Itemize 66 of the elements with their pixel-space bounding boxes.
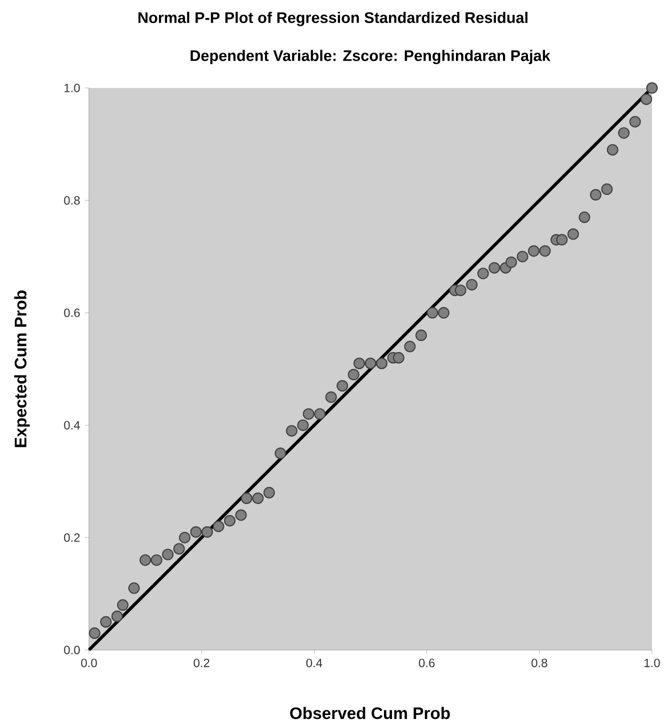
point — [286, 425, 298, 437]
point — [567, 228, 579, 240]
y-tick-label: 0.4 — [64, 420, 80, 430]
point — [178, 532, 190, 544]
x-tick-label: 0.4 — [306, 658, 322, 668]
y-tick-label: 0.0 — [64, 646, 80, 654]
point — [252, 492, 264, 504]
point — [528, 245, 540, 257]
point — [173, 543, 185, 555]
y-axis-title: Expected Cum Prob — [14, 290, 30, 448]
point — [629, 116, 641, 128]
point — [454, 284, 466, 296]
point — [314, 408, 326, 420]
point — [297, 419, 309, 431]
point — [128, 582, 140, 594]
point — [117, 599, 129, 611]
x-tick-label: 0.8 — [532, 658, 548, 668]
x-axis-title: Observed Cum Prob — [290, 706, 450, 720]
point — [364, 358, 376, 370]
point — [415, 330, 427, 342]
point — [201, 526, 213, 538]
point — [601, 183, 613, 195]
y-tick-label: 0.2 — [64, 533, 80, 542]
point — [516, 250, 528, 262]
point — [190, 526, 202, 538]
point — [618, 127, 630, 139]
point — [353, 358, 365, 370]
point — [235, 509, 247, 521]
point — [88, 627, 100, 639]
point — [556, 234, 568, 246]
point — [392, 352, 404, 364]
x-tick-label: 0.6 — [418, 658, 435, 668]
y-tick-label: 0.8 — [64, 196, 80, 205]
point — [150, 554, 162, 566]
point — [426, 307, 438, 319]
point — [212, 520, 224, 532]
point — [274, 448, 286, 460]
x-tick-label: 1.0 — [644, 658, 660, 668]
point — [140, 554, 152, 566]
y-tick-label: 1.0 — [64, 84, 80, 92]
point — [100, 616, 112, 628]
point — [404, 340, 416, 352]
point — [606, 144, 618, 156]
point — [348, 368, 360, 380]
point — [302, 408, 314, 420]
point — [224, 514, 236, 526]
point — [438, 307, 450, 319]
point — [477, 268, 489, 280]
x-tick-label: 0.0 — [81, 658, 97, 668]
chart-title: Normal P-P Plot of Regression Standardized Residual — [138, 12, 528, 26]
point — [111, 610, 123, 622]
point — [240, 492, 252, 504]
point — [162, 548, 174, 560]
point — [466, 278, 478, 290]
point — [336, 380, 348, 392]
chart-subtitle: Dependent Variable: Zscore: Penghindaran Pajak — [190, 50, 550, 64]
point — [590, 189, 602, 201]
point — [539, 245, 551, 257]
x-tick-label: 0.2 — [194, 658, 210, 668]
point — [578, 212, 590, 224]
point — [376, 358, 388, 370]
point — [506, 256, 517, 268]
point — [325, 391, 337, 403]
point — [263, 486, 275, 498]
point — [488, 262, 500, 274]
y-tick-label: 0.6 — [64, 308, 80, 318]
